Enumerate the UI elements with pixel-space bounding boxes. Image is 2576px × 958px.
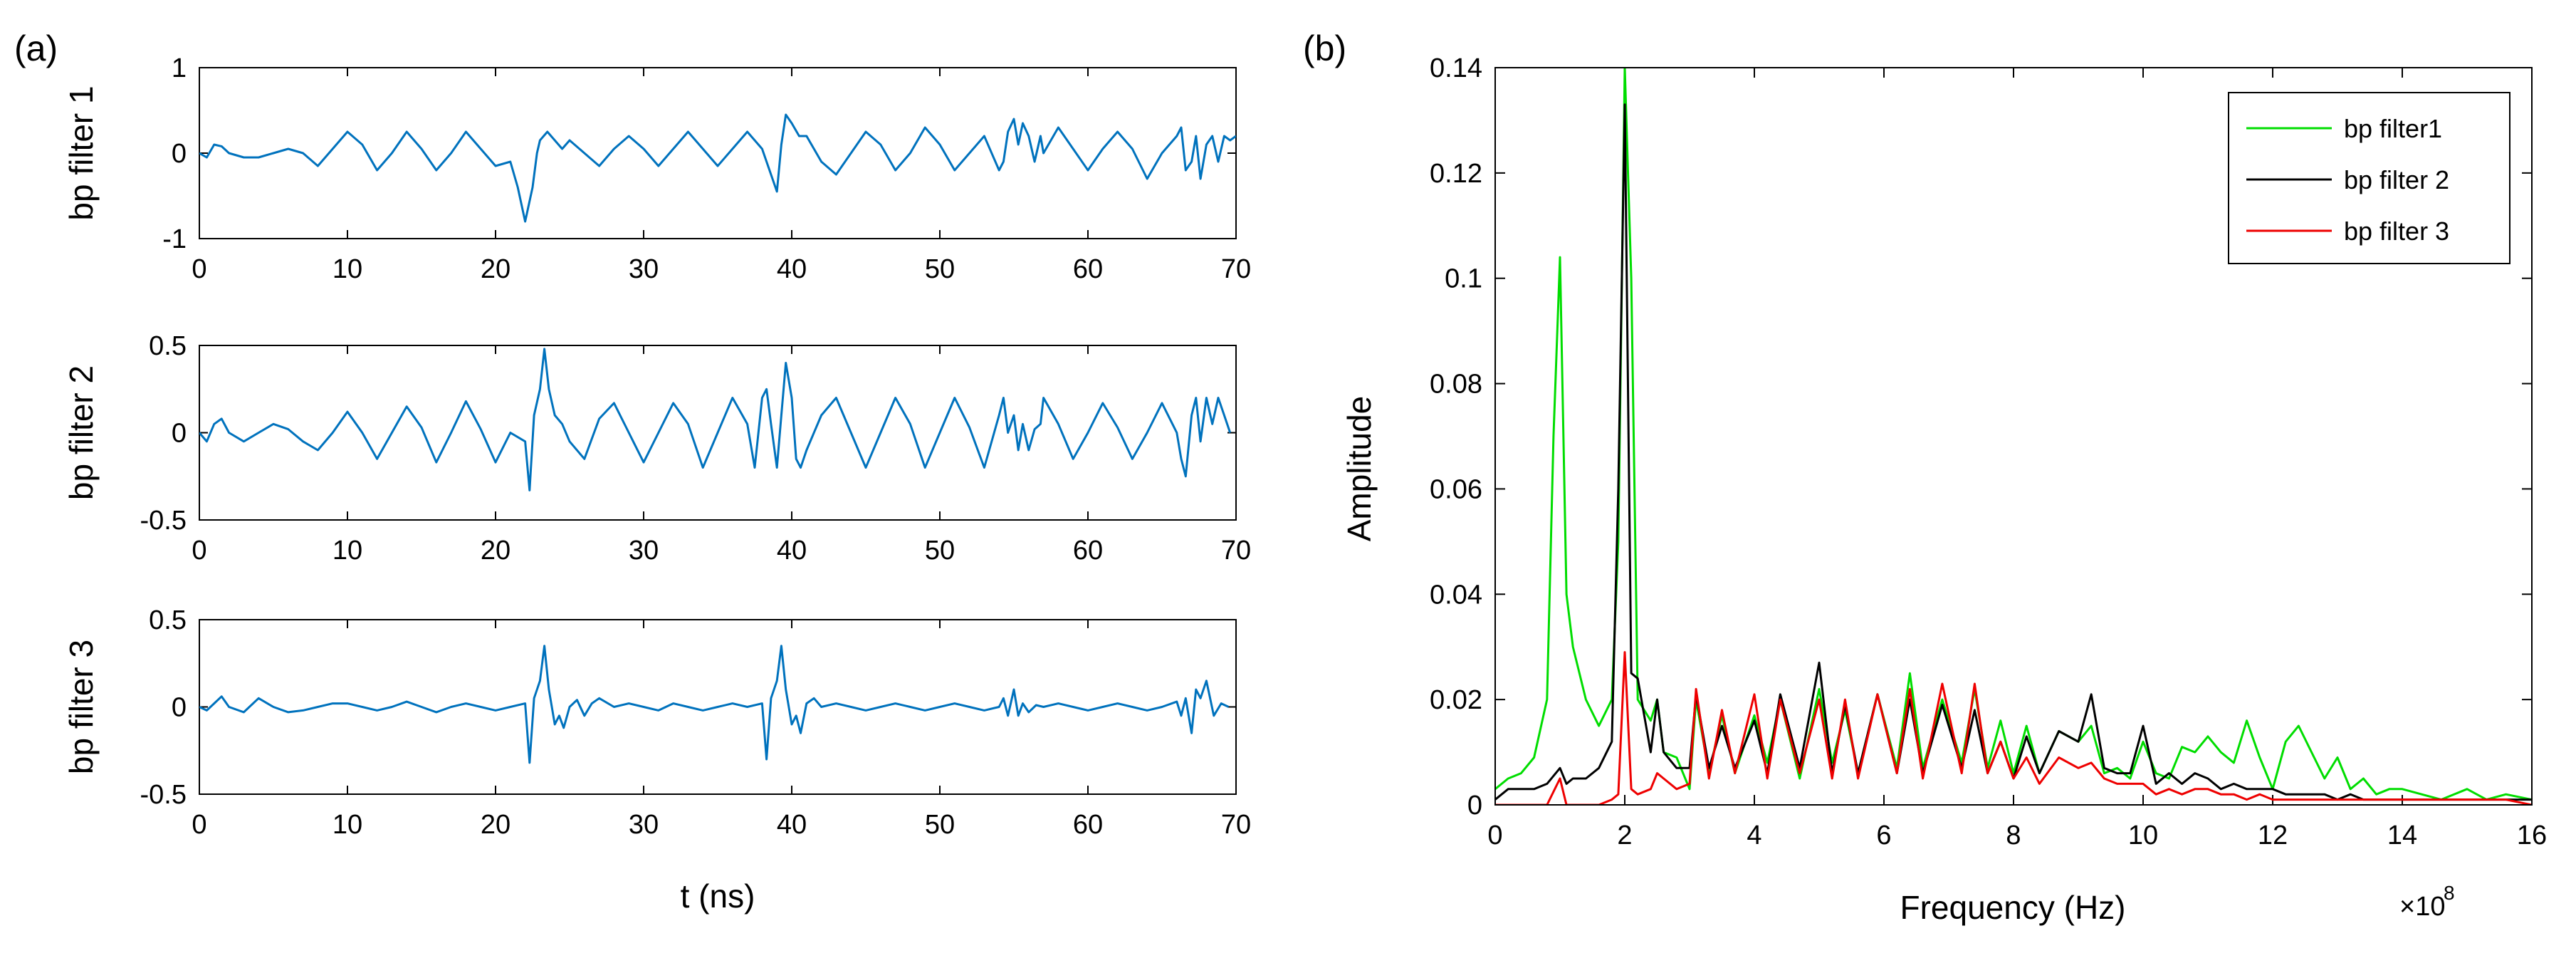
subplot-1-y-tick-label: -1: [162, 224, 187, 254]
spectrum-x-tick-label: 6: [1876, 821, 1891, 850]
spectrum-x-tick-label: 12: [2258, 821, 2288, 850]
spectrum-frame-top: [1494, 67, 2533, 806]
spectrum-x-tick-label: 14: [2387, 821, 2417, 850]
subplot-2-x-tick-label: 40: [777, 536, 807, 566]
series-line-bp-filter-1: [199, 113, 1236, 223]
subplot-2-x-tick-label: 20: [481, 536, 511, 566]
spectrum-y-tick-label: 0.12: [1430, 159, 1482, 189]
subplot-1-x-tick-label: 20: [481, 254, 511, 284]
subplot-3-x-tick-label: 30: [629, 810, 659, 840]
series-line-bp-filter-2: [1495, 103, 2532, 801]
subplot-3-y-tick-label: 0.5: [149, 605, 187, 635]
subplot-2-x-tick-label: 0: [192, 536, 206, 566]
subplot-1-x-tick-label: 0: [192, 254, 206, 284]
spectrum-y-tick-label: 0: [1467, 791, 1482, 821]
subplot-2-y-tick-label: -0.5: [140, 506, 187, 536]
spectrum-y-tick-label: 0.08: [1430, 370, 1482, 400]
subplot-3-x-tick-label: 50: [925, 810, 955, 840]
subplot-3-series: [199, 645, 1230, 764]
spectrum-x-tick-label: 16: [2517, 821, 2547, 850]
subplot-3-x-tick-label: 20: [481, 810, 511, 840]
subplot-bp-filter-3: 0 10 20 30 40 50 60 70-0.500.5bp filter 3: [63, 605, 1251, 840]
subplot-2-x-tick-label: 50: [925, 536, 955, 566]
spectrum-y-tick-label: 0.1: [1445, 264, 1482, 294]
subplot-2-x-tick-label: 30: [629, 536, 659, 566]
subplot-1-x-tick-label: 60: [1073, 254, 1103, 284]
subplot-2-x-tick-label: 10: [333, 536, 362, 566]
subplot-3-x-tick-label: 70: [1221, 810, 1251, 840]
subplot-3-x-tick-label: 10: [333, 810, 362, 840]
legend-label-bp-filter1: bp filter1: [2344, 114, 2442, 143]
spectrum-y-tick-label: 0.04: [1430, 580, 1482, 610]
subplot-3-y-tick-label: -0.5: [140, 780, 187, 810]
legend: bp filter1 bp filter 2 bp filter 3: [2228, 92, 2510, 264]
legend-label-bp-filter-3: bp filter 3: [2344, 217, 2449, 246]
spectrum-x-tick-label: 8: [2006, 821, 2021, 850]
spectrum-plot: 0 2 4 6 8 10 12 14 16 0 0.02 0.04 0.06 0.08 0.1 0.12 0.1…: [1430, 53, 2547, 850]
subplot-1-x-tick-label: 40: [777, 254, 807, 284]
series-line-bp-filter-2: [199, 348, 1232, 491]
series-line-bp-filter-3: [199, 645, 1230, 764]
legend-box: [2228, 92, 2510, 264]
spectrum-x-tick-label: 0: [1487, 821, 1502, 850]
spectrum-x-tick-label: 2: [1617, 821, 1632, 850]
subplot-3-x-tick-label: 60: [1073, 810, 1103, 840]
series-line-bp-filter-3: [1495, 651, 2532, 805]
spectrum-x-tick-label: 4: [1747, 821, 1761, 850]
x-axis-title-b: Frequency (Hz): [1900, 889, 2126, 926]
spectrum-x-tick-label: 10: [2128, 821, 2158, 850]
subplot-2-series: [199, 348, 1232, 491]
y-axis-title-subplot-2: bp filter 2: [63, 365, 100, 500]
subplot-1-x-tick-label: 30: [629, 254, 659, 284]
y-axis-title-subplot-3: bp filter 3: [63, 640, 100, 774]
subplot-3-y-tick-label: 0: [172, 693, 187, 723]
x-axis-multiplier: ×10: [2399, 892, 2445, 922]
spectrum-series: [1495, 68, 2532, 805]
y-axis-title-subplot-1: bp filter 1: [63, 85, 100, 220]
subplot-2-x-tick-label: 70: [1221, 536, 1251, 566]
spectrum-y-tick-label: 0.14: [1430, 53, 1482, 83]
subplot-1-series: [199, 113, 1236, 223]
y-axis-title-b: Amplitude: [1341, 396, 1378, 542]
subplot-2-y-tick-label: 0.5: [149, 331, 187, 361]
x-axis-multiplier-exponent: 8: [2444, 882, 2455, 904]
x-axis-title-a: t (ns): [681, 878, 755, 915]
subplot-3-x-tick-label: 40: [777, 810, 807, 840]
subplot-2-x-tick-label: 60: [1073, 536, 1103, 566]
panel-label-a: (a): [14, 28, 58, 68]
subplot-bp-filter-2: 0 10 20 30 40 50 60 70-0.500.5bp filter 2: [63, 331, 1251, 566]
panel-label-b: (b): [1303, 28, 1346, 68]
subplot-1-x-tick-label: 50: [925, 254, 955, 284]
subplot-1-y-tick-label: 1: [172, 53, 187, 83]
spectrum-y-tick-label: 0.02: [1430, 685, 1482, 715]
subplot-2-y-tick-label: 0: [172, 419, 187, 449]
subplot-3-x-tick-label: 0: [192, 810, 206, 840]
legend-label-bp-filter-2: bp filter 2: [2344, 165, 2449, 194]
spectrum-y-tick-label: 0.06: [1430, 474, 1482, 504]
subplot-1-x-tick-label: 70: [1221, 254, 1251, 284]
subplot-1-y-tick-label: 0: [172, 139, 187, 169]
panel-b: (b) 0 2 4 6 8 10 12 14 16 0 0.02 0.04 0.06 0.08 0.1 0.1…: [1303, 28, 2547, 926]
subplot-1-x-tick-label: 10: [333, 254, 362, 284]
